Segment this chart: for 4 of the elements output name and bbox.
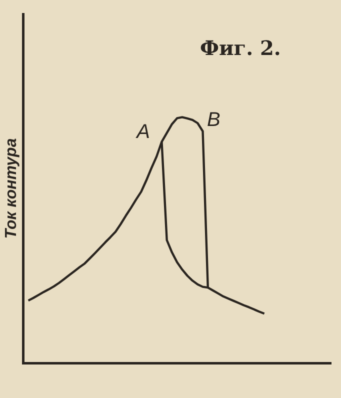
- chart-title: Фиг. 2.: [200, 36, 281, 60]
- annotation: A: [136, 121, 150, 143]
- y-axis-title: Ток контура: [3, 138, 20, 239]
- annotation: B: [207, 109, 220, 131]
